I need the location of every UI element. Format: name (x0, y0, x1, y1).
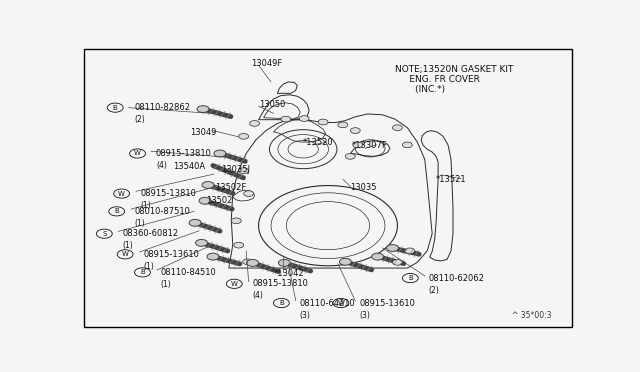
Text: W: W (134, 151, 141, 157)
Text: 13035J: 13035J (221, 165, 250, 174)
Circle shape (239, 168, 249, 173)
Circle shape (246, 260, 259, 266)
Circle shape (281, 116, 291, 122)
Text: 08915-13810: 08915-13810 (156, 149, 212, 158)
Circle shape (392, 125, 403, 131)
Circle shape (239, 134, 249, 139)
Text: (1): (1) (161, 280, 172, 289)
Circle shape (243, 259, 253, 264)
Circle shape (250, 121, 260, 126)
Circle shape (318, 119, 328, 125)
Text: S: S (102, 231, 106, 237)
Text: W: W (337, 300, 344, 306)
Circle shape (244, 191, 253, 196)
Text: 13502F: 13502F (215, 183, 246, 192)
Text: (3): (3) (359, 311, 370, 320)
Text: 13049: 13049 (190, 128, 216, 137)
Circle shape (353, 142, 363, 148)
Text: *13520: *13520 (303, 138, 334, 147)
Text: *13042: *13042 (273, 269, 304, 278)
Text: 08360-60812: 08360-60812 (122, 229, 179, 238)
Circle shape (278, 260, 291, 266)
Text: (1): (1) (143, 262, 154, 271)
Circle shape (199, 197, 211, 204)
Circle shape (338, 122, 348, 128)
Circle shape (392, 260, 403, 265)
Circle shape (405, 248, 415, 254)
Text: 08915-13810: 08915-13810 (140, 189, 196, 198)
Text: 08110-82862: 08110-82862 (134, 103, 191, 112)
Circle shape (189, 219, 201, 226)
Text: (1): (1) (140, 201, 151, 210)
Circle shape (196, 240, 207, 246)
Text: (2): (2) (429, 286, 440, 295)
Text: 13540A: 13540A (173, 162, 205, 171)
Text: (4): (4) (253, 291, 264, 300)
Text: B: B (140, 269, 145, 275)
Text: *13521: *13521 (436, 175, 467, 184)
Text: NOTE;13520N GASKET KIT
     ENG. FR COVER
       (INC.*): NOTE;13520N GASKET KIT ENG. FR COVER (IN… (395, 65, 513, 94)
Text: *13307F: *13307F (352, 141, 388, 150)
Circle shape (197, 106, 209, 112)
Text: 13050: 13050 (260, 100, 286, 109)
Text: 08110-64210: 08110-64210 (300, 298, 355, 308)
Text: 08915-13610: 08915-13610 (143, 250, 200, 259)
Circle shape (300, 116, 309, 121)
Text: (4): (4) (156, 161, 167, 170)
Text: (2): (2) (134, 115, 145, 124)
Text: 08915-13810: 08915-13810 (253, 279, 308, 288)
Text: 13049F: 13049F (251, 59, 282, 68)
Text: W: W (118, 190, 125, 196)
Text: W: W (231, 281, 237, 287)
Circle shape (346, 154, 355, 159)
Text: ^ 35*00:3: ^ 35*00:3 (511, 311, 551, 320)
Text: 08010-87510: 08010-87510 (134, 207, 191, 216)
Text: B: B (408, 275, 413, 281)
Circle shape (214, 150, 226, 157)
Circle shape (234, 242, 244, 248)
Circle shape (350, 128, 360, 134)
Text: B: B (279, 300, 284, 306)
Circle shape (372, 253, 383, 260)
Text: 08110-84510: 08110-84510 (161, 268, 216, 277)
Text: 13035: 13035 (350, 183, 377, 192)
Circle shape (231, 218, 241, 224)
Text: 13502: 13502 (207, 196, 233, 205)
Circle shape (387, 244, 399, 251)
Text: B: B (113, 105, 118, 110)
Text: 08915-13610: 08915-13610 (359, 298, 415, 308)
Circle shape (403, 142, 412, 148)
Text: B: B (115, 208, 119, 214)
Text: (1): (1) (122, 241, 133, 250)
Circle shape (202, 182, 214, 189)
Text: (3): (3) (300, 311, 310, 320)
Text: 08110-62062: 08110-62062 (429, 273, 484, 283)
Circle shape (339, 258, 351, 265)
Text: (1): (1) (134, 219, 145, 228)
Circle shape (207, 253, 219, 260)
Text: W: W (122, 251, 129, 257)
